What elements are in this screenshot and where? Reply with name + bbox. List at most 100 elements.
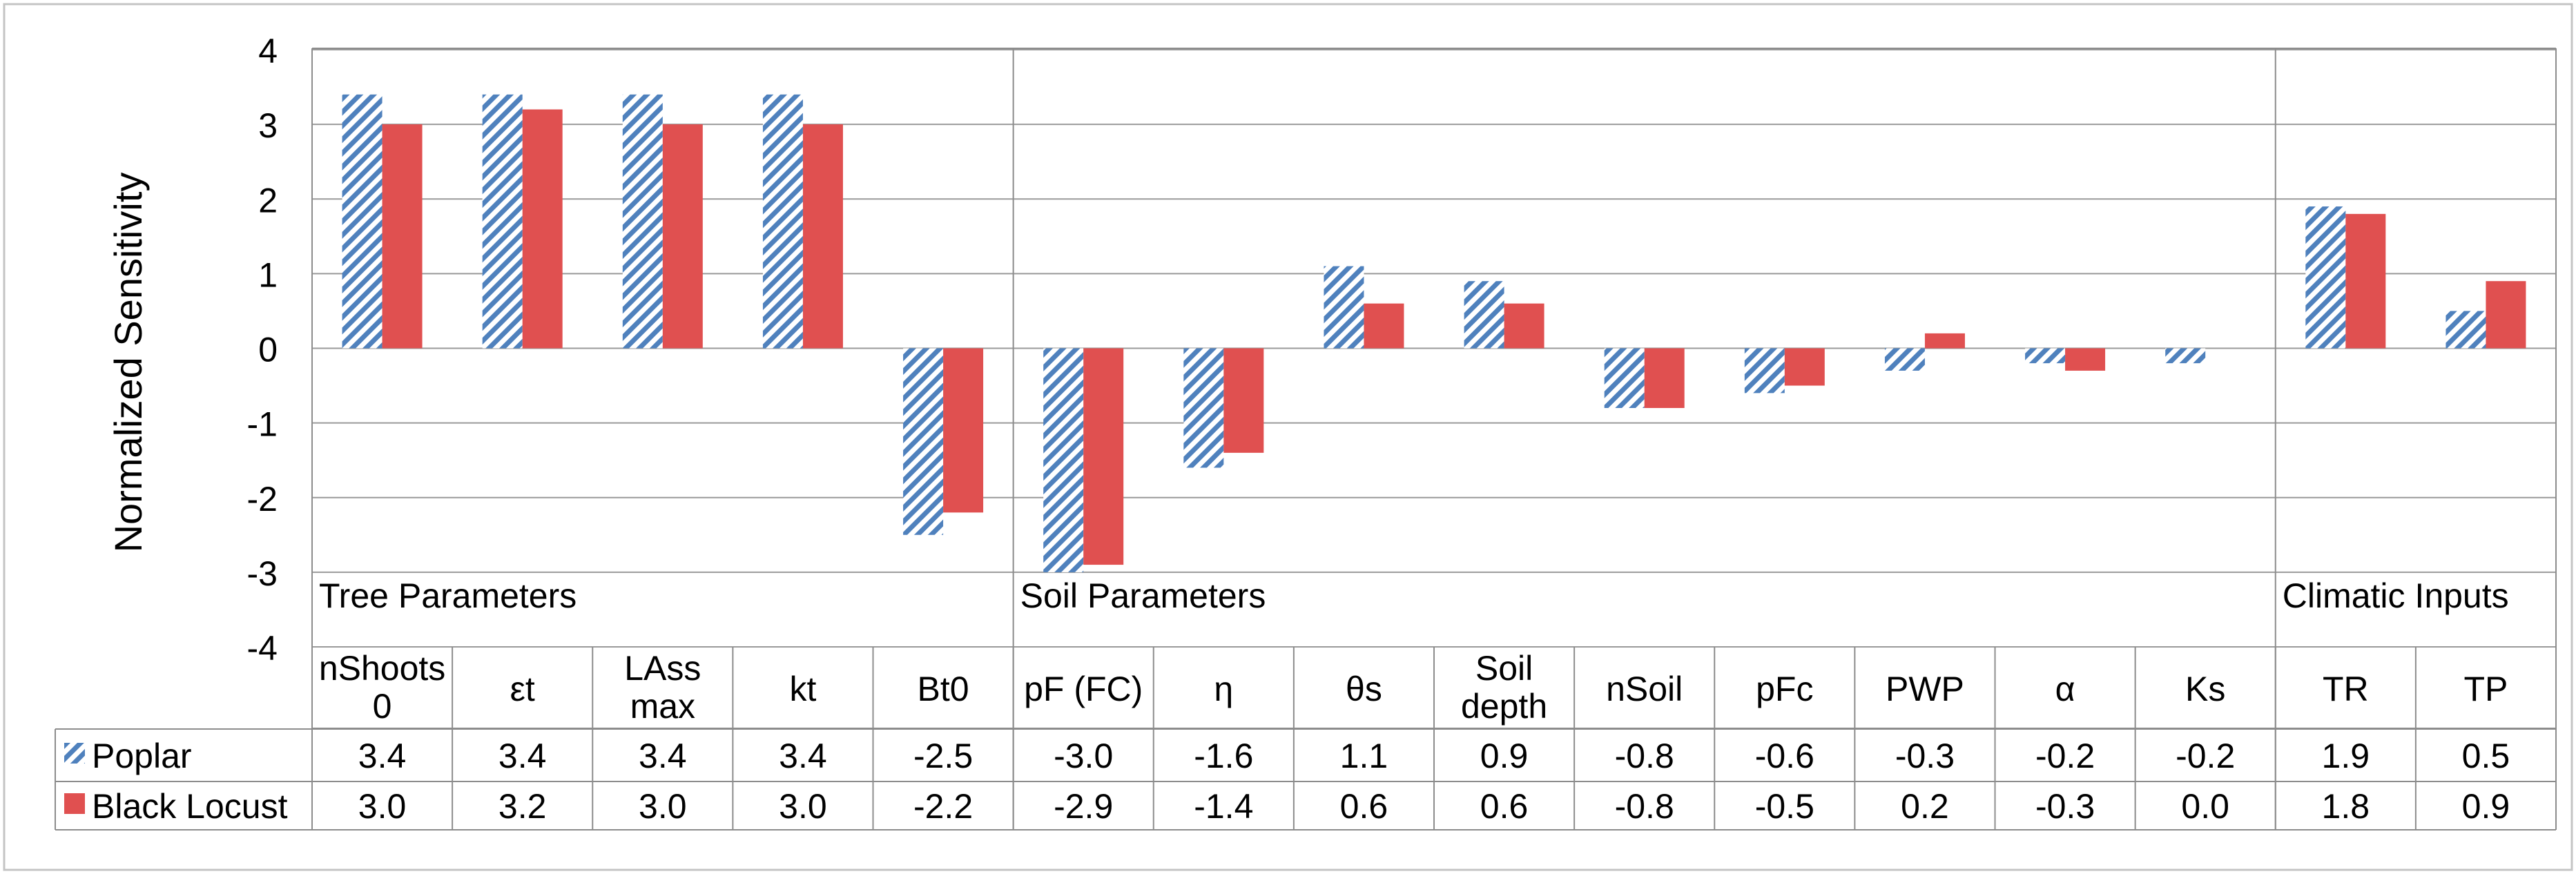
- category-label: Bt0: [918, 670, 969, 708]
- category-label: nSoil: [1606, 670, 1683, 708]
- category-label: max: [630, 687, 695, 726]
- poplar-bar: [2305, 206, 2346, 349]
- y-tick-label: 0: [258, 331, 278, 369]
- table-value: 0.9: [2462, 787, 2510, 826]
- table-value: -0.5: [1755, 787, 1814, 826]
- category-label: η: [1214, 670, 1233, 708]
- group-label: Climatic Inputs: [2283, 576, 2509, 615]
- series-name: Poplar: [92, 737, 192, 775]
- table-value: -2.5: [913, 737, 973, 775]
- black-locust-legend-swatch: [64, 793, 85, 814]
- table-value: -2.9: [1054, 787, 1113, 826]
- poplar-bar: [1324, 266, 1364, 349]
- table-value: 0.6: [1480, 787, 1529, 826]
- table-value: 3.4: [779, 737, 827, 775]
- category-label: Soil: [1475, 649, 1533, 688]
- table-value: -0.3: [1895, 737, 1955, 775]
- y-tick-label: 4: [258, 32, 278, 70]
- table-value: 0.0: [2181, 787, 2229, 826]
- category-label: PWP: [1886, 670, 1964, 708]
- black-locust-bar: [1364, 303, 1404, 349]
- black-locust-bar: [382, 124, 423, 349]
- table-value: 0.9: [1480, 737, 1529, 775]
- table-value: 0.2: [1901, 787, 1949, 826]
- y-tick-label: -1: [247, 405, 278, 444]
- poplar-bar: [762, 94, 803, 349]
- poplar-bar: [1464, 281, 1504, 349]
- black-locust-bar: [2486, 281, 2526, 349]
- table-value: 3.0: [639, 787, 687, 826]
- poplar-legend-swatch: [64, 743, 85, 764]
- poplar-bar: [342, 94, 382, 349]
- y-tick-label: -2: [247, 480, 278, 518]
- black-locust-bar: [662, 124, 703, 349]
- table-value: -0.2: [2176, 737, 2235, 775]
- black-locust-bar: [1083, 348, 1124, 565]
- category-label: TP: [2463, 670, 2508, 708]
- table-value: 3.4: [639, 737, 687, 775]
- black-locust-bar: [1924, 333, 1965, 349]
- y-axis: 4 3 2 1 0 -1 -2 -3 -4 Tree Parameters Soil Paramet…: [247, 32, 2509, 668]
- category-label: Ks: [2185, 670, 2225, 708]
- series-name: Black Locust: [92, 787, 288, 826]
- group-label: Tree Parameters: [319, 576, 577, 615]
- table-value: -0.8: [1615, 787, 1674, 826]
- table-value: -0.3: [2035, 787, 2095, 826]
- table-value: 3.4: [358, 737, 407, 775]
- table-value: 1.9: [2322, 737, 2370, 775]
- category-label: α: [2055, 670, 2075, 708]
- table-value: -1.4: [1194, 787, 1253, 826]
- table-value: -3.0: [1054, 737, 1113, 775]
- y-tick-label: -3: [247, 554, 278, 593]
- black-locust-bar: [2345, 213, 2386, 349]
- poplar-bar: [1183, 348, 1224, 468]
- category-label: pF (FC): [1024, 670, 1143, 708]
- poplar-bar: [482, 94, 523, 349]
- black-locust-bar: [1504, 303, 1544, 349]
- table-value: -1.6: [1194, 737, 1253, 775]
- outer-border: [3, 3, 2573, 871]
- category-label: depth: [1461, 687, 1547, 726]
- poplar-bar: [1884, 348, 1925, 371]
- poplar-bar: [2165, 348, 2206, 364]
- y-tick-label: 3: [258, 106, 278, 145]
- y-tick-label: 1: [258, 255, 278, 294]
- black-locust-bar: [522, 109, 563, 349]
- black-locust-bar: [1644, 348, 1685, 408]
- table-value: 3.0: [358, 787, 407, 826]
- poplar-bar: [2025, 348, 2066, 364]
- poplar-bar: [903, 348, 944, 535]
- table-value: 3.4: [498, 737, 547, 775]
- black-locust-bar: [802, 124, 843, 349]
- black-locust-bar: [943, 348, 984, 513]
- category-label: εt: [510, 670, 535, 708]
- poplar-bar: [1043, 348, 1084, 572]
- poplar-bar: [1744, 348, 1785, 394]
- table-value: 3.2: [498, 787, 547, 826]
- category-label: pFc: [1756, 670, 1813, 708]
- poplar-bar: [2446, 311, 2486, 349]
- table-value: -0.6: [1755, 737, 1814, 775]
- poplar-bar: [622, 94, 663, 349]
- category-label: 0: [373, 687, 392, 726]
- category-label: kt: [789, 670, 816, 708]
- black-locust-bar: [1223, 348, 1264, 453]
- table-value: 0.5: [2462, 737, 2510, 775]
- category-label: nShoots: [319, 649, 445, 688]
- y-tick-label: 2: [258, 181, 278, 220]
- table-value: 1.8: [2322, 787, 2370, 826]
- table-value: -2.2: [913, 787, 973, 826]
- category-label: θs: [1346, 670, 1382, 708]
- bars: [342, 94, 2526, 572]
- table-value: 1.1: [1340, 737, 1388, 775]
- table-value: -0.2: [2035, 737, 2095, 775]
- black-locust-bar: [1784, 348, 1825, 386]
- group-label: Soil Parameters: [1020, 576, 1266, 615]
- poplar-bar: [1604, 348, 1645, 408]
- table-value: 0.6: [1340, 787, 1388, 826]
- y-tick-label: -4: [247, 629, 278, 668]
- black-locust-bar: [2065, 348, 2106, 371]
- y-axis-label: Normalized Sensitivity: [106, 173, 150, 553]
